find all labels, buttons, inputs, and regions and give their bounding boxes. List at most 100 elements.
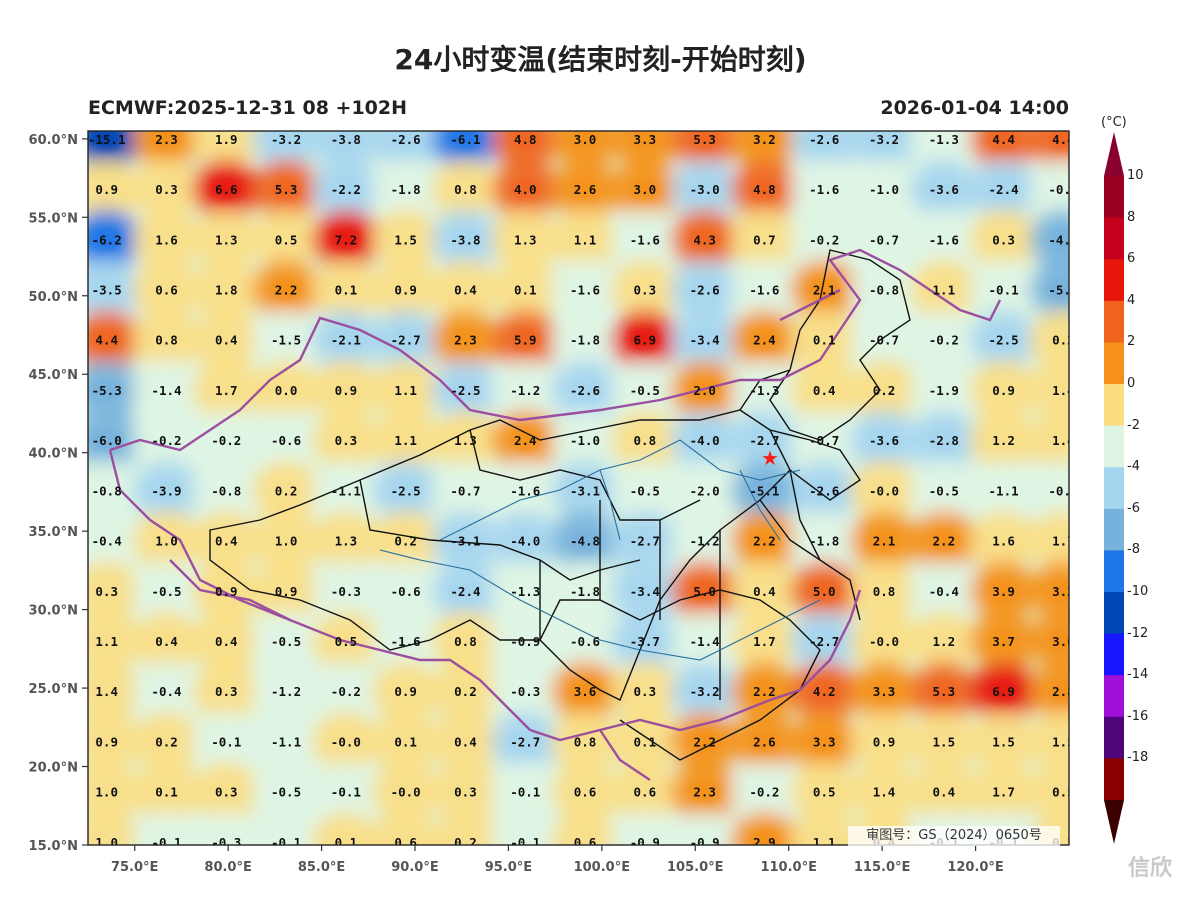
grid-value: -2.6 [809,132,839,147]
grid-value: 4.8 [753,182,776,197]
colorbar-segment [1104,300,1124,343]
grid-value: 1.0 [95,835,118,850]
x-tick-label: 85.0°E [298,860,345,875]
grid-value: 0.3 [155,182,178,197]
grid-value: 0.1 [514,282,537,297]
colorbar-segment [1104,259,1124,302]
grid-value: -1.3 [929,132,959,147]
grid-value: 2.0 [693,383,716,398]
y-tick-label: 55.0°N [29,211,78,226]
grid-value: -1.0 [869,182,899,197]
grid-value: 1.6 [992,534,1015,549]
grid-value: 0.8 [155,333,178,348]
grid-value: 3.2 [1052,584,1075,599]
grid-value: -3.6 [929,182,959,197]
grid-value: 0.6 [574,785,597,800]
grid-value: -2.7 [809,634,839,649]
x-tick-label: 120.0°E [947,860,1004,875]
grid-value: 2.8 [1052,684,1075,699]
plot-frame [87,130,1070,846]
x-tick-label: 110.0°E [760,860,817,875]
grid-value: -6.1 [450,132,480,147]
grid-value: -0.1 [510,785,540,800]
grid-value: 1.0 [95,785,118,800]
colorbar-segment [1104,467,1124,510]
grid-value: 0.2 [873,383,896,398]
grid-value: -1.8 [809,534,839,549]
rivers [379,439,821,661]
grid-value: 0.9 [275,584,298,599]
colorbar-label: -10 [1127,584,1149,599]
grid-value: -2.1 [331,333,361,348]
colorbar-label: 4 [1127,292,1136,308]
grid-value: -1.6 [570,282,600,297]
grid-value: 0.9 [215,584,238,599]
x-tick-label: 115.0°E [854,860,911,875]
grid-value: 4.4 [95,333,118,348]
grid-value: -3.2 [869,132,899,147]
grid-value: 0.3 [992,232,1015,247]
grid-value: -0.6 [391,584,421,599]
grid-value: 1.1 [574,232,597,247]
grid-value: 0.9 [992,383,1015,398]
weibo-watermark: 信欣 [1128,856,1173,881]
grid-value: 3.0 [574,132,597,147]
grid-value: 0.2 [155,734,178,749]
colorbar-label: 8 [1127,209,1136,225]
grid-value: 4.8 [514,132,537,147]
colorbar [1104,132,1124,844]
grid-value: -0.8 [211,483,241,498]
grid-value: 3.2 [753,132,776,147]
x-tick-label: 95.0°E [485,860,532,875]
grid-value: -6.2 [92,232,122,247]
grid-value: 0.9 [394,684,417,699]
grid-value: -0.5 [271,634,301,649]
grid-value: -3.2 [271,132,301,147]
grid-value: -0.7 [450,483,480,498]
grid-value: 0.3 [95,584,118,599]
grid-value: 2.2 [753,684,776,699]
grid-value: -1.3 [749,383,779,398]
grid-value: -2.2 [331,182,361,197]
colorbar-label: -6 [1127,500,1140,516]
colorbar-segment [1104,342,1124,385]
y-tick-label: 15.0°N [29,839,78,854]
grid-value: 1.4 [1052,383,1075,398]
grid-value: 3.3 [873,684,896,699]
grid-value: 3.3 [634,132,657,147]
x-tick-label: 80.0°E [204,860,251,875]
grid-value: 4.0 [514,182,537,197]
grid-value: 0.0 [275,383,298,398]
grid-value: 0.1 [634,734,657,749]
grid-value: 1.7 [992,785,1015,800]
grid-value: 4.2 [813,684,836,699]
grid-value: -3.0 [690,182,720,197]
colorbar-segment [1104,508,1124,551]
grid-value: -3.6 [869,433,899,448]
grid-value: -2.5 [450,383,480,398]
grid-value: 0.8 [454,634,477,649]
grid-value: 5.3 [693,132,716,147]
grid-value: -0.2 [929,333,959,348]
grid-value: 2.2 [693,734,716,749]
grid-value: -0.7 [869,333,899,348]
grid-value: -4.0 [510,534,540,549]
grid-value: 0.3 [454,785,477,800]
colorbar-segment [1104,550,1124,593]
grid-value: 1.1 [394,433,417,448]
grid-value: 0.3 [1052,835,1075,850]
grid-value: -0.8 [869,282,899,297]
grid-value-labels: -15.1 2.3 1.9 -3.2 -3.8 -2.6 -6.1 4.8 3.0 3.3 5.3 3… [88,132,1075,850]
grid-value: -0.6 [570,634,600,649]
grid-value: 0.7 [753,232,776,247]
grid-value: 2.4 [514,433,537,448]
colorbar-segment [1104,217,1124,260]
colorbar-segment [1104,176,1124,219]
grid-value: 5.0 [813,584,836,599]
x-axis: 75.0°E 80.0°E 85.0°E 90.0°E 95.0°E 100.0°E 105… [111,845,1004,875]
grid-value: 1.1 [95,634,118,649]
grid-value: -0.4 [151,684,181,699]
colorbar-label: -8 [1127,542,1140,558]
x-tick-label: 105.0°E [667,860,724,875]
